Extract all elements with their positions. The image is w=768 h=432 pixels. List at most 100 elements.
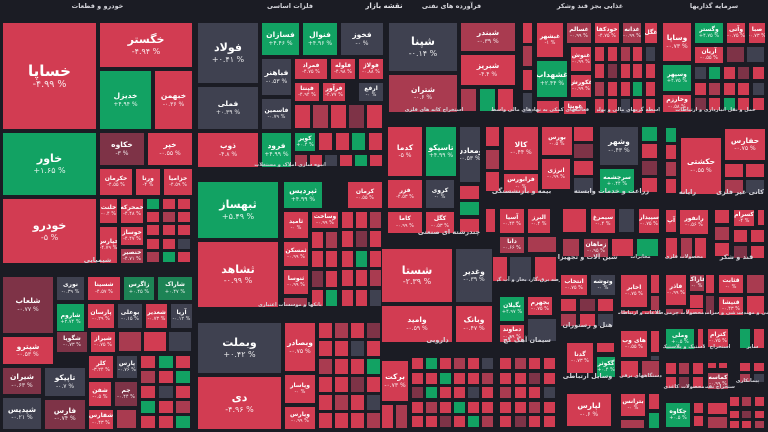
tile-غویتا[interactable]: غویتا <box>563 100 587 115</box>
tile-mini[interactable] <box>411 415 424 428</box>
tile-غگل[interactable]: غگل <box>644 22 658 44</box>
tile-mini[interactable] <box>678 362 690 375</box>
tile-وخارزم[interactable]: وخارزم -۰.۵۸ % <box>662 94 692 113</box>
tile-mini[interactable] <box>607 46 618 62</box>
tile-mini[interactable] <box>543 386 556 399</box>
tile-غبشهر[interactable]: غبشهر -۱ % <box>536 22 564 58</box>
tile-mini[interactable] <box>467 415 480 428</box>
tile-mini[interactable] <box>467 357 480 370</box>
tile-mini[interactable] <box>597 313 614 327</box>
tile-mini[interactable] <box>162 224 176 236</box>
tile-mini[interactable] <box>680 237 693 259</box>
tile-mini[interactable] <box>355 211 368 229</box>
tile-mini[interactable] <box>753 373 765 383</box>
tile-وتوشه[interactable]: وتوشه -۰ % <box>590 274 616 296</box>
tile-mini[interactable] <box>158 370 174 384</box>
tile-mini[interactable] <box>325 231 338 249</box>
tile-mini[interactable] <box>678 376 690 389</box>
tile-وآتی[interactable]: وآتی -۰.۷۵ % <box>726 22 746 44</box>
tile-شاروم[interactable]: شاروم +۲.۷۴ % <box>56 303 85 335</box>
tile-mini[interactable] <box>177 238 191 250</box>
tile-mini[interactable] <box>499 372 512 385</box>
tile-mini[interactable] <box>175 415 191 429</box>
tile-آریا[interactable]: آریا -۰.۱۲ % <box>170 303 193 329</box>
tile-mini[interactable] <box>311 250 324 268</box>
tile-mini[interactable] <box>534 256 557 282</box>
tile-mini[interactable] <box>724 163 744 178</box>
tile-ثنوسا[interactable]: ثنوسا -۰.۹۹ % <box>283 269 309 295</box>
tile-mini[interactable] <box>348 104 365 129</box>
tile-mini[interactable] <box>737 82 750 96</box>
tile-mini[interactable] <box>439 372 452 385</box>
tile-mini[interactable] <box>395 404 408 429</box>
tile-mini[interactable] <box>741 420 752 429</box>
tile-mini[interactable] <box>714 209 730 224</box>
tile-وپارس[interactable]: وپارس -۰.۹۹ % <box>284 406 316 430</box>
tile-کاما[interactable]: کاما -۰.۹۹ % <box>387 211 423 234</box>
tile-mini[interactable] <box>665 144 677 160</box>
tile-mini[interactable] <box>752 97 765 111</box>
tile-mini[interactable] <box>499 401 512 414</box>
tile-mini[interactable] <box>562 238 580 257</box>
tile-mini[interactable] <box>485 126 500 147</box>
tile-mini[interactable] <box>739 362 751 372</box>
tile-mini[interactable] <box>354 154 368 167</box>
tile-mini[interactable] <box>325 289 338 307</box>
tile-mini[interactable] <box>729 420 740 429</box>
tile-mini[interactable] <box>641 160 658 176</box>
tile-mini[interactable] <box>528 386 541 399</box>
tile-کروی[interactable]: کروی -۰ % <box>425 179 455 209</box>
tile-خودرو[interactable]: خودرو -۵ % <box>2 198 97 264</box>
tile-آسیا[interactable]: آسیا -۰.۴۴ % <box>499 208 525 234</box>
tile-mini[interactable] <box>334 394 349 411</box>
tile-mini[interactable] <box>645 63 656 79</box>
tile-های وب[interactable]: های وب -۰.۵۵ % <box>620 330 648 358</box>
tile-mini[interactable] <box>536 100 560 114</box>
tile-mini[interactable] <box>746 46 765 63</box>
tile-mini[interactable] <box>723 97 736 111</box>
tile-mini[interactable] <box>707 402 728 415</box>
tile-mini[interactable] <box>685 308 704 315</box>
tile-mini[interactable] <box>140 370 156 384</box>
tile-mini[interactable] <box>528 401 541 414</box>
tile-mini[interactable] <box>485 208 496 233</box>
tile-سپیدار[interactable]: سپیدار -۰.۷۵ % <box>638 208 660 234</box>
tile-کگل[interactable]: کگل -۰.۵۳ % <box>425 211 455 234</box>
tile-mini[interactable] <box>143 331 167 352</box>
tile-شغدیر[interactable]: شغدیر -۰.۷۳ % <box>145 303 168 329</box>
tile-mini[interactable] <box>453 401 466 414</box>
tile-کرمان[interactable]: کرمان -۰.۵۵ % <box>347 181 383 209</box>
tile-وغدیر[interactable]: وغدیر -۰.۳۹ % <box>455 248 493 303</box>
tile-mini[interactable] <box>665 178 677 194</box>
tile-خکرمان[interactable]: خکرمان -۴.۵۵ % <box>99 168 133 196</box>
tile-mini[interactable] <box>335 132 350 151</box>
tile-گدنا[interactable]: گدنا -۰.۷۳ % <box>566 342 594 374</box>
tile-mini[interactable] <box>620 98 631 114</box>
tile-mini[interactable] <box>294 154 308 167</box>
tile-mini[interactable] <box>594 98 605 114</box>
tile-صبا[interactable]: صبا -۰.۷۳ % <box>748 22 766 44</box>
tile-mini[interactable] <box>729 396 740 407</box>
tile-mini[interactable] <box>573 160 594 176</box>
tile-دانا[interactable]: دانا -۰.۶۶ % <box>499 236 525 254</box>
tile-کدما[interactable]: کدما -۵ % <box>387 126 423 177</box>
tile-فاسمین[interactable]: فاسمین -۰.۷۹ % <box>261 98 292 130</box>
tile-mini[interactable] <box>607 98 618 114</box>
tile-mini[interactable] <box>146 211 160 223</box>
tile-mini[interactable] <box>560 313 577 327</box>
tile-نوری[interactable]: نوری -۰.۳۹ % <box>56 276 85 301</box>
tile-mini[interactable] <box>366 376 381 393</box>
tile-mini[interactable] <box>479 88 496 112</box>
tile-mini[interactable] <box>752 66 765 80</box>
tile-فرابورس[interactable]: فرابورس -۰ % <box>503 173 539 194</box>
tile-mini[interactable] <box>162 198 176 210</box>
tile-mini[interactable] <box>425 386 438 399</box>
tile-شپدیس[interactable]: شپدیس -۰.۲۱ % <box>2 397 42 430</box>
tile-mini[interactable] <box>481 386 494 399</box>
tile-بترانس[interactable]: بترانس -۰ % <box>620 393 646 417</box>
tile-زاگرس[interactable]: زاگرس +۰.۴۵ % <box>123 276 155 301</box>
tile-mini[interactable] <box>514 372 527 385</box>
tile-mini[interactable] <box>425 415 438 428</box>
tile-خپر[interactable]: خپر -۰.۵۵ % <box>147 132 193 166</box>
tile-غدانه[interactable]: غدانه -۰.۹۹ % <box>622 22 642 44</box>
